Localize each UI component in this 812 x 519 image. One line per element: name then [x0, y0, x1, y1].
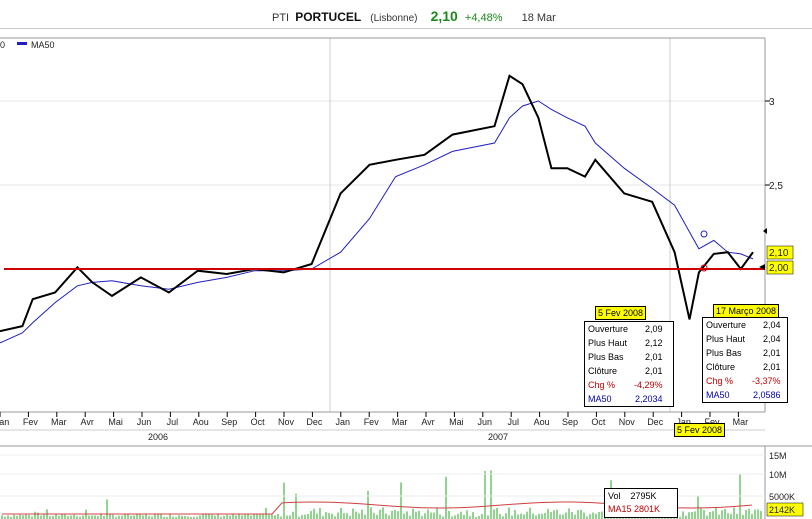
tip-left-label-low: Plus Bas [588, 352, 624, 362]
tip-right-value-chg: -3,37% [752, 376, 781, 386]
x-tick-label: Nov [619, 417, 636, 427]
x-tick-label: Avr [81, 417, 94, 427]
tooltip-right: Ouverture 2,04 Plus Haut 2,04 Plus Bas 2,01… [702, 317, 788, 403]
x-axis-ticks: Jan Fev Mar Avr Mai Jun Jul Aou Sep Oct Nov Dec Jan F… [0, 412, 748, 427]
tip-left-label-ma50: MA50 [588, 394, 612, 404]
year-labels: 2006 2007 [148, 432, 508, 442]
tooltip-left-date: 5 Fev 2008 [595, 306, 647, 320]
x-tick-label: Dec [306, 417, 323, 427]
x-tick-label: Jun [137, 417, 152, 427]
ma50-marker [700, 230, 708, 238]
x-tick-label: Sep [221, 417, 237, 427]
company-name: PORTUCEL [295, 10, 362, 24]
legend-series-label: 0 [0, 40, 5, 50]
x-tick-label: Aou [534, 417, 550, 427]
quote-date: 18 Mar [521, 12, 556, 24]
chart-legend: 0 MA50 [0, 40, 55, 50]
tooltip-right-date: 17 Março 2008 [713, 304, 780, 318]
ma15-value: 2801K [634, 504, 661, 514]
support-tag-value: 2,00 [769, 263, 789, 274]
ma50-line [0, 100, 754, 344]
exchange-name: (Lisbonne) [370, 13, 418, 24]
tip-right-label-ma50: MA50 [706, 390, 730, 400]
tip-left-value-low: 2,01 [645, 352, 663, 362]
x-tick-label: Jan [0, 417, 9, 427]
last-price: 2,10 [430, 8, 458, 24]
axis-date-tag: 5 Fev 2008 [674, 423, 726, 437]
vol-value: 2795K [630, 491, 657, 501]
quote-line: PTI PORTUCEL (Lisbonne) 2,10 +4,48% 18 M… [272, 8, 556, 24]
year-label: 2007 [488, 432, 508, 442]
x-tick-label: Fev [23, 417, 39, 427]
x-tick-label: Jan [336, 417, 351, 427]
volume-last-tag: 2142K [766, 502, 804, 517]
x-tick-label: Mai [108, 417, 123, 427]
last-price-tag: 2,10 [763, 228, 794, 260]
tip-left-value-chg: -4,29% [634, 380, 663, 390]
tooltip-left: Ouverture 2,09 Plus Haut 2,12 Plus Bas 2,01… [584, 321, 674, 407]
tip-right-value-close: 2,01 [763, 362, 781, 372]
tip-right-value-open: 2,04 [763, 320, 781, 330]
x-tick-label: Mar [51, 417, 67, 427]
price-line [0, 74, 754, 333]
x-tick-label: Sep [562, 417, 578, 427]
price-chart[interactable]: 0 MA50 32,5 JanFevMarAvrMaiJunJulAouSepO… [0, 28, 812, 519]
x-tick-label: Jul [167, 417, 179, 427]
tip-right-label-chg: Chg % [706, 376, 734, 386]
volume-tooltip: Vol 2795K MA15 2801K [604, 488, 678, 518]
tip-right-value-ma50: 2,0586 [753, 390, 781, 400]
x-tick-label: Mar [733, 417, 749, 427]
tip-right-label-high: Plus Haut [706, 334, 746, 344]
x-tick-label: Dec [647, 417, 664, 427]
price-marker [700, 264, 708, 272]
vol-label: Vol [608, 491, 621, 501]
price-change: +4,48% [464, 12, 503, 24]
tip-left-value-open: 2,09 [645, 324, 663, 334]
x-tick-label: Jun [478, 417, 493, 427]
volume-tick-label: 10M [769, 470, 787, 480]
x-tick-label: Mai [449, 417, 464, 427]
x-tick-label: Avr [421, 417, 434, 427]
tip-left-value-close: 2,01 [645, 366, 663, 376]
last-price-tag-value: 2,10 [769, 248, 789, 259]
x-tick-label: Oct [251, 417, 266, 427]
x-tick-label: Aou [193, 417, 209, 427]
tip-right-value-high: 2,04 [763, 334, 781, 344]
tip-left-label-close: Clôture [588, 366, 618, 376]
x-tick-label: Nov [278, 417, 295, 427]
legend-ma50-label: MA50 [31, 40, 55, 50]
year-label: 2006 [148, 432, 168, 442]
x-tick-label: Oct [591, 417, 606, 427]
x-tick-label: Jul [507, 417, 519, 427]
volume-tick-label: 15M [769, 451, 787, 461]
x-tick-label: Fev [364, 417, 380, 427]
quote-header: PTI PORTUCEL (Lisbonne) 2,10 +4,48% 18 M… [0, 0, 812, 29]
volume-tick-label: 5000K [769, 492, 795, 502]
y-tick-label: 3 [769, 97, 775, 108]
tip-left-label-chg: Chg % [588, 380, 616, 390]
x-tick-label: Jan [676, 417, 691, 427]
volume-last-value: 2142K [769, 505, 795, 515]
tip-right-label-close: Clôture [706, 362, 736, 372]
legend-ma50-swatch [17, 42, 27, 45]
tip-left-value-ma50: 2,2034 [635, 394, 663, 404]
tip-right-value-low: 2,01 [763, 348, 781, 358]
x-tick-label: Fev [704, 417, 720, 427]
tip-left-label-high: Plus Haut [588, 338, 628, 348]
tip-left-label-open: Ouverture [588, 324, 629, 334]
ticker-symbol: PTI [272, 12, 290, 24]
support-tag: 2,00 [759, 260, 794, 275]
y-tick-label: 2,5 [769, 181, 783, 192]
tip-right-label-open: Ouverture [706, 320, 747, 330]
x-tick-label: Mar [392, 417, 408, 427]
tip-right-label-low: Plus Bas [706, 348, 742, 358]
ma15-label: MA15 [608, 504, 632, 514]
y-axis-ticks: 32,5 [765, 97, 783, 192]
tip-left-value-high: 2,12 [645, 338, 663, 348]
